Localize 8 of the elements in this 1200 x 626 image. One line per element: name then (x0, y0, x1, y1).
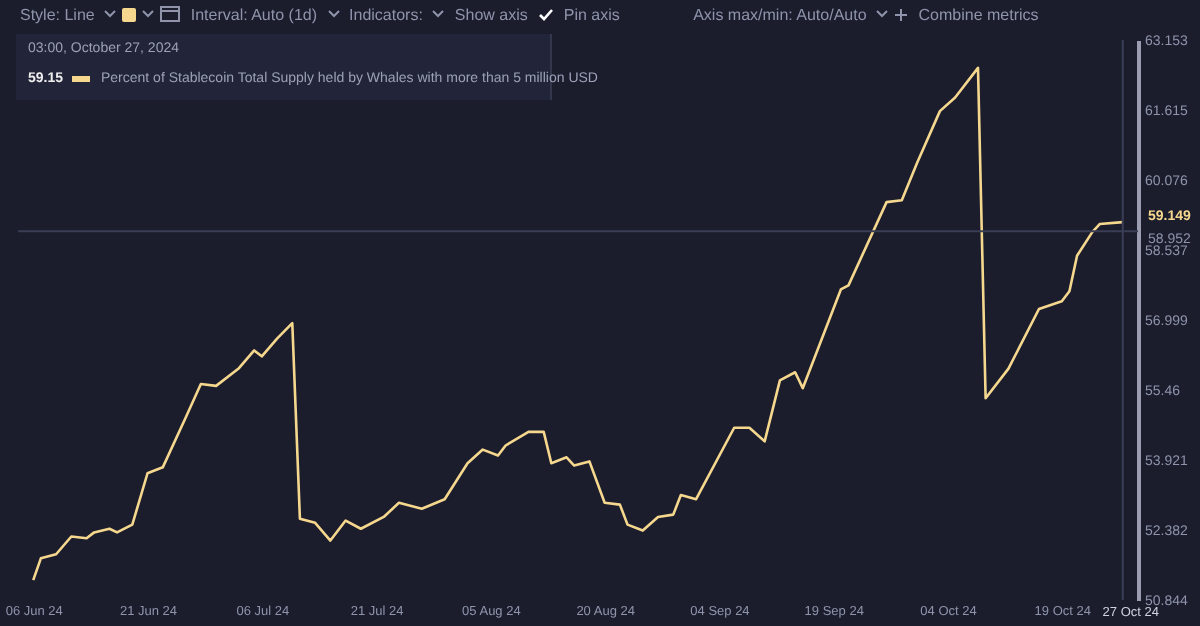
text: Show axis (454, 5, 528, 23)
line-series (31, 66, 1125, 582)
text: Pin axis (563, 5, 620, 23)
text: Interval: Auto (1d) (190, 5, 318, 23)
text: Axis max/min: Auto/Auto (693, 5, 867, 23)
text: Indicators: (349, 5, 423, 23)
text: Combine metrics (918, 5, 1039, 23)
text: Style: Line (20, 5, 95, 23)
